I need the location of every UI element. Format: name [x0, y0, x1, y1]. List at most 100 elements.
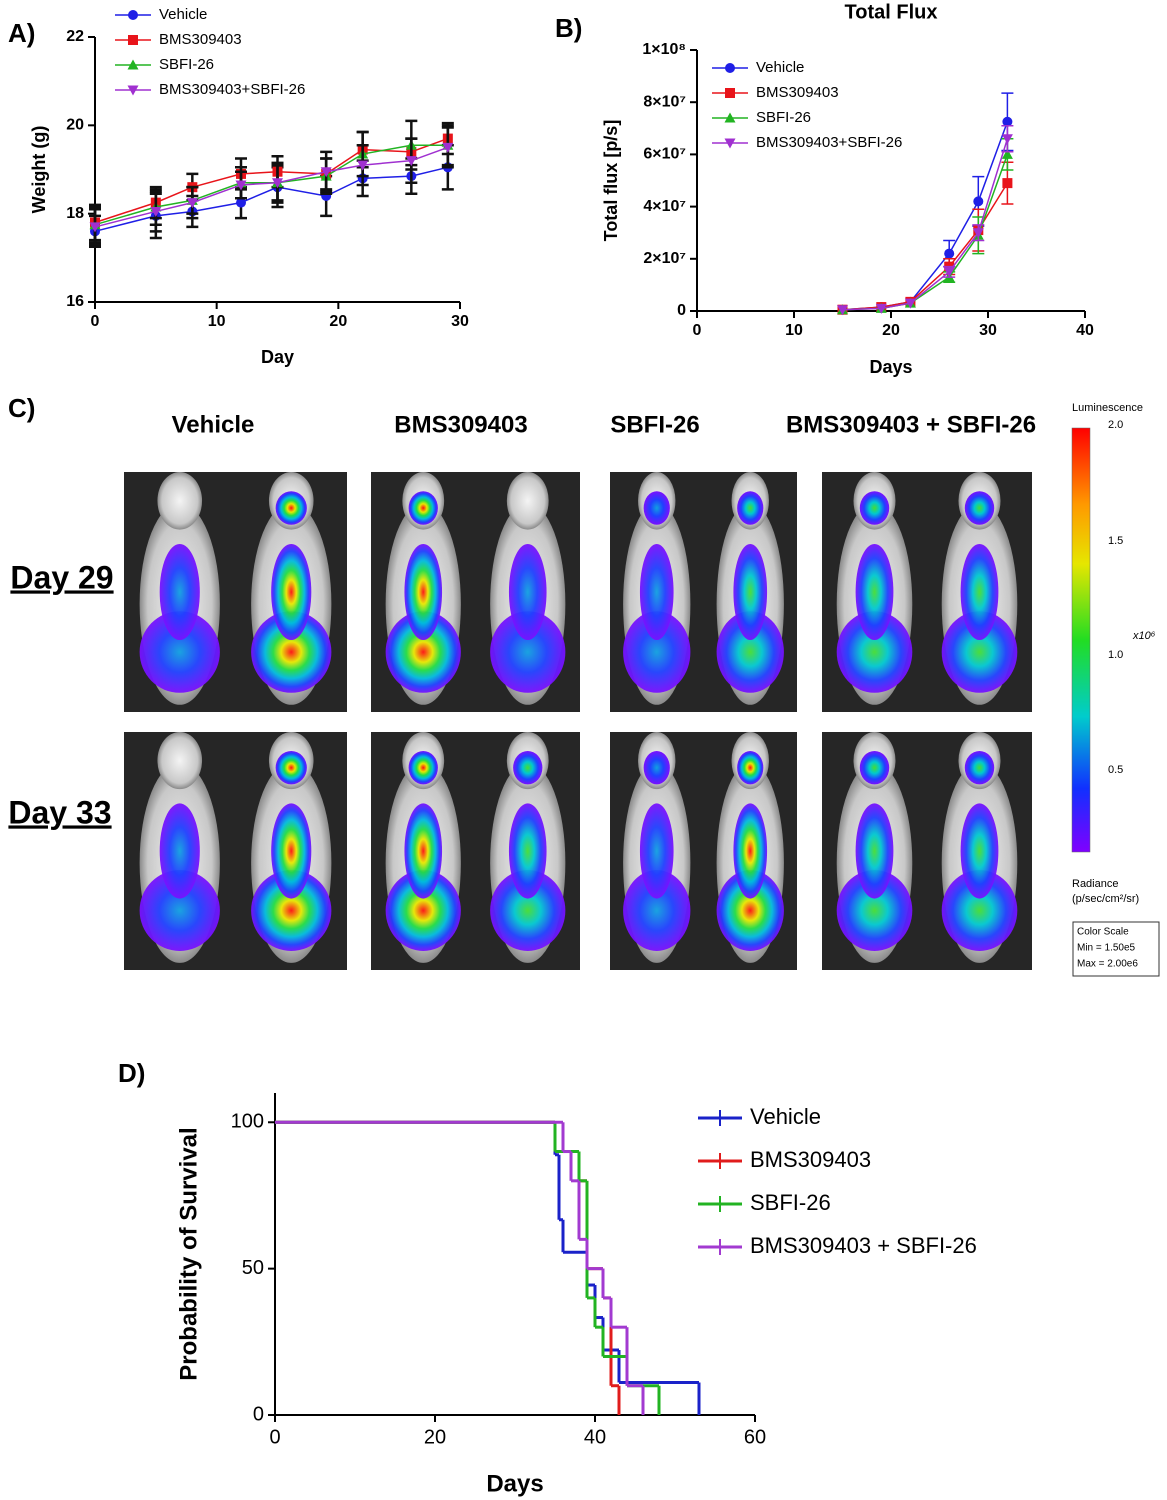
x-tick-label: 30 — [979, 322, 997, 339]
marker — [875, 303, 887, 314]
marker — [1002, 116, 1013, 127]
legend-label: BMS309403+SBFI-26 — [159, 81, 305, 98]
marker — [1001, 134, 1013, 145]
color-scale-box — [1072, 921, 1160, 977]
x-tick-label: 0 — [693, 322, 702, 339]
y-tick-label: 4×10⁷ — [643, 198, 686, 215]
colorbar-tick: 1.0 — [1108, 649, 1123, 661]
signal — [385, 611, 461, 693]
x-axis-label: Days — [486, 1470, 543, 1497]
marker — [235, 180, 247, 191]
y-axis-label: Probability of Survival — [175, 1127, 202, 1380]
y-axis-label: Total flux [p/s] — [601, 120, 621, 242]
x-tick-label: 0 — [91, 313, 100, 330]
colorbar-exponent: x10⁶ — [1132, 630, 1156, 642]
row-header: Day 29 — [10, 559, 113, 595]
y-tick-label: 1×10⁸ — [642, 41, 686, 58]
color-scale-min: Min = 1.50e5 — [1077, 943, 1136, 954]
x-axis-label: Day — [261, 347, 294, 367]
x-tick-label: 20 — [424, 1426, 446, 1448]
signal — [737, 491, 764, 525]
signal — [941, 870, 1018, 951]
x-tick-label: 10 — [208, 313, 226, 330]
chart-title: Total Flux — [845, 1, 938, 23]
panel-label: C) — [8, 393, 35, 423]
marker — [837, 305, 848, 316]
marker — [904, 298, 916, 309]
column-header: Vehicle — [172, 411, 255, 438]
y-tick-label: 0 — [253, 1403, 264, 1425]
colorbar — [1071, 427, 1091, 853]
signal — [404, 803, 443, 899]
colorbar-tick: 0.5 — [1108, 764, 1123, 776]
y-tick-label: 8×10⁷ — [643, 93, 686, 110]
signal — [716, 870, 784, 951]
legend-label: Vehicle — [756, 59, 804, 76]
marker — [725, 88, 735, 98]
y-tick-label: 0 — [677, 302, 686, 319]
signal — [643, 751, 670, 785]
legend-label: Vehicle — [159, 6, 207, 23]
signal — [960, 803, 999, 899]
series-line — [94, 166, 449, 233]
marker — [272, 178, 283, 189]
column-header: BMS309403 + SBFI-26 — [786, 411, 1036, 438]
signal — [941, 611, 1018, 693]
y-tick-label: 50 — [242, 1257, 264, 1279]
signal — [508, 544, 547, 640]
marker — [1002, 178, 1013, 189]
signal — [960, 544, 999, 640]
colorbar-title: Luminescence — [1072, 402, 1143, 414]
signal — [855, 544, 894, 640]
marker — [724, 138, 736, 149]
x-tick-label: 40 — [584, 1426, 606, 1448]
x-tick-label: 40 — [1076, 322, 1094, 339]
signal — [404, 544, 443, 640]
series-line — [94, 146, 449, 228]
signal — [408, 751, 438, 785]
signal — [251, 870, 332, 951]
marker — [944, 248, 955, 259]
legend-label: Vehicle — [750, 1104, 821, 1129]
signal — [275, 751, 307, 785]
y-tick-label: 16 — [66, 293, 84, 310]
color-scale-title: Color Scale — [1077, 927, 1129, 938]
marker — [89, 222, 101, 233]
signal — [639, 803, 674, 899]
legend-label: BMS309403 — [750, 1147, 871, 1172]
colorbar-tick: 1.5 — [1108, 535, 1123, 547]
signal — [623, 870, 691, 951]
column-header: BMS309403 — [394, 411, 527, 438]
y-tick-label: 20 — [66, 117, 84, 134]
imaging-panel: C) Vehicle BMS309403 SBFI-26 BMS309403 +… — [8, 393, 1160, 977]
marker — [127, 85, 139, 96]
signal — [385, 870, 461, 951]
marker — [150, 206, 162, 217]
signal — [271, 544, 312, 640]
legend-label: BMS309403 — [159, 31, 242, 48]
signal — [139, 611, 220, 693]
signal — [964, 491, 995, 525]
signal — [271, 803, 312, 899]
color-scale-max: Max = 2.00e6 — [1077, 959, 1138, 970]
legend-label: BMS309403 + SBFI-26 — [750, 1233, 977, 1258]
marker — [442, 142, 454, 153]
column-header: SBFI-26 — [610, 411, 699, 438]
y-tick-label: 22 — [66, 28, 84, 45]
x-tick-label: 20 — [882, 322, 900, 339]
marker — [1001, 148, 1013, 159]
y-tick-label: 2×10⁷ — [643, 250, 686, 267]
panel-label: D) — [118, 1058, 145, 1088]
signal — [490, 870, 566, 951]
marker — [186, 198, 198, 209]
signal — [859, 491, 890, 525]
signal — [275, 491, 307, 525]
mouse-head — [506, 472, 549, 530]
marker — [128, 35, 138, 45]
marker — [320, 167, 332, 178]
signal — [490, 611, 566, 693]
marker — [725, 63, 735, 73]
colorbar-unit: (p/sec/cm²/sr) — [1072, 893, 1139, 905]
y-tick-label: 18 — [66, 205, 84, 222]
